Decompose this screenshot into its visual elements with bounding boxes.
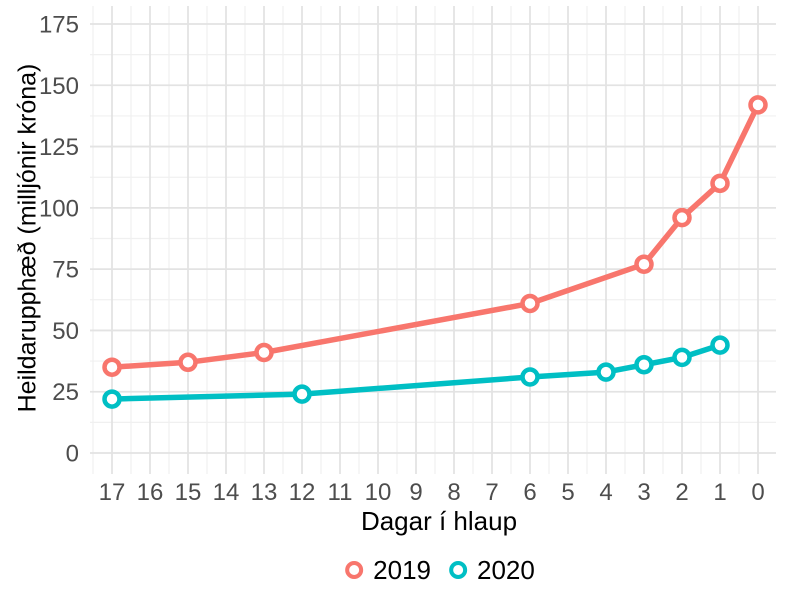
x-tick-label: 0	[751, 479, 764, 506]
y-axis-title: Heildarupphæð (milljónir króna)	[13, 63, 42, 413]
x-tick-label: 13	[251, 479, 278, 506]
data-point-2019-day-15	[178, 352, 198, 373]
x-tick-label: 3	[637, 479, 650, 506]
y-tick-label: 100	[39, 195, 79, 222]
legend-label-2019: 2019	[373, 554, 431, 585]
legend-item-2020: 2020	[449, 555, 535, 586]
x-tick-label: 7	[485, 479, 498, 506]
x-tick-label: 6	[523, 479, 536, 506]
x-tick-label: 11	[328, 479, 353, 506]
x-tick-label: 8	[447, 479, 460, 506]
data-point-2020-day-6	[520, 367, 540, 387]
data-point-2020-day-1	[710, 335, 730, 355]
data-point-2019-day-13	[254, 342, 274, 363]
legend: 2019 2020	[345, 551, 535, 589]
data-point-2019-day-17	[102, 357, 122, 377]
y-tick-label: 0	[66, 441, 79, 468]
y-tick-label: 175	[39, 12, 79, 39]
data-point-2019-day-2	[672, 207, 692, 228]
y-tick-label: 75	[52, 257, 79, 284]
y-tick-label: 125	[39, 134, 79, 161]
data-point-2019-day-3	[634, 254, 654, 274]
x-tick-label: 5	[561, 479, 574, 506]
x-tick-label: 4	[599, 479, 612, 506]
legend-item-2019: 2019	[345, 555, 431, 586]
x-tick-label: 14	[213, 479, 240, 506]
x-tick-label: 1	[713, 479, 726, 506]
x-tick-label: 16	[137, 479, 164, 506]
data-point-2020-day-3	[634, 354, 654, 375]
data-point-2020-day-17	[102, 389, 122, 409]
legend-marker-2020-icon	[449, 561, 467, 579]
legend-label-2020: 2020	[477, 554, 535, 585]
data-point-2020-day-12	[292, 384, 312, 404]
x-tick-label: 2	[675, 479, 688, 506]
x-tick-label: 9	[409, 479, 422, 506]
x-tick-label: 12	[289, 479, 316, 506]
x-axis-title: Dagar í hlaup	[360, 506, 518, 536]
x-tick-label: 10	[365, 479, 392, 506]
x-tick-label: 17	[99, 479, 126, 506]
data-point-2020-day-4	[596, 362, 616, 382]
y-tick-label: 25	[52, 379, 79, 406]
data-point-2019-day-6	[520, 293, 540, 314]
data-point-2019-day-0	[748, 95, 768, 115]
x-tick-label: 15	[175, 479, 202, 506]
data-point-2020-day-2	[672, 347, 692, 368]
y-tick-label: 50	[52, 318, 79, 345]
legend-marker-2019-icon	[345, 561, 364, 579]
data-point-2019-day-1	[710, 173, 730, 194]
y-tick-label: 150	[39, 73, 79, 100]
